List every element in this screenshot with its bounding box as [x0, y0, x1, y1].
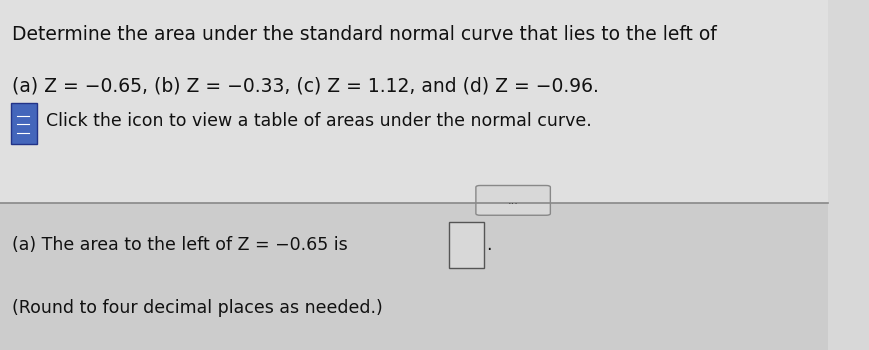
- FancyBboxPatch shape: [0, 203, 827, 350]
- Text: ...: ...: [507, 196, 519, 206]
- Text: (a) The area to the left of Z = −0.65 is: (a) The area to the left of Z = −0.65 is: [12, 236, 348, 254]
- Text: .: .: [486, 236, 491, 254]
- Text: (a) Z = −0.65, (b) Z = −0.33, (c) Z = 1.12, and (d) Z = −0.96.: (a) Z = −0.65, (b) Z = −0.33, (c) Z = 1.…: [12, 77, 600, 96]
- Text: Determine the area under the standard normal curve that lies to the left of: Determine the area under the standard no…: [12, 25, 717, 43]
- FancyBboxPatch shape: [449, 222, 484, 268]
- Text: Click the icon to view a table of areas under the normal curve.: Click the icon to view a table of areas …: [45, 112, 591, 130]
- Text: (Round to four decimal places as needed.): (Round to four decimal places as needed.…: [12, 299, 383, 317]
- FancyBboxPatch shape: [10, 103, 37, 144]
- FancyBboxPatch shape: [476, 186, 550, 215]
- FancyBboxPatch shape: [0, 0, 827, 203]
